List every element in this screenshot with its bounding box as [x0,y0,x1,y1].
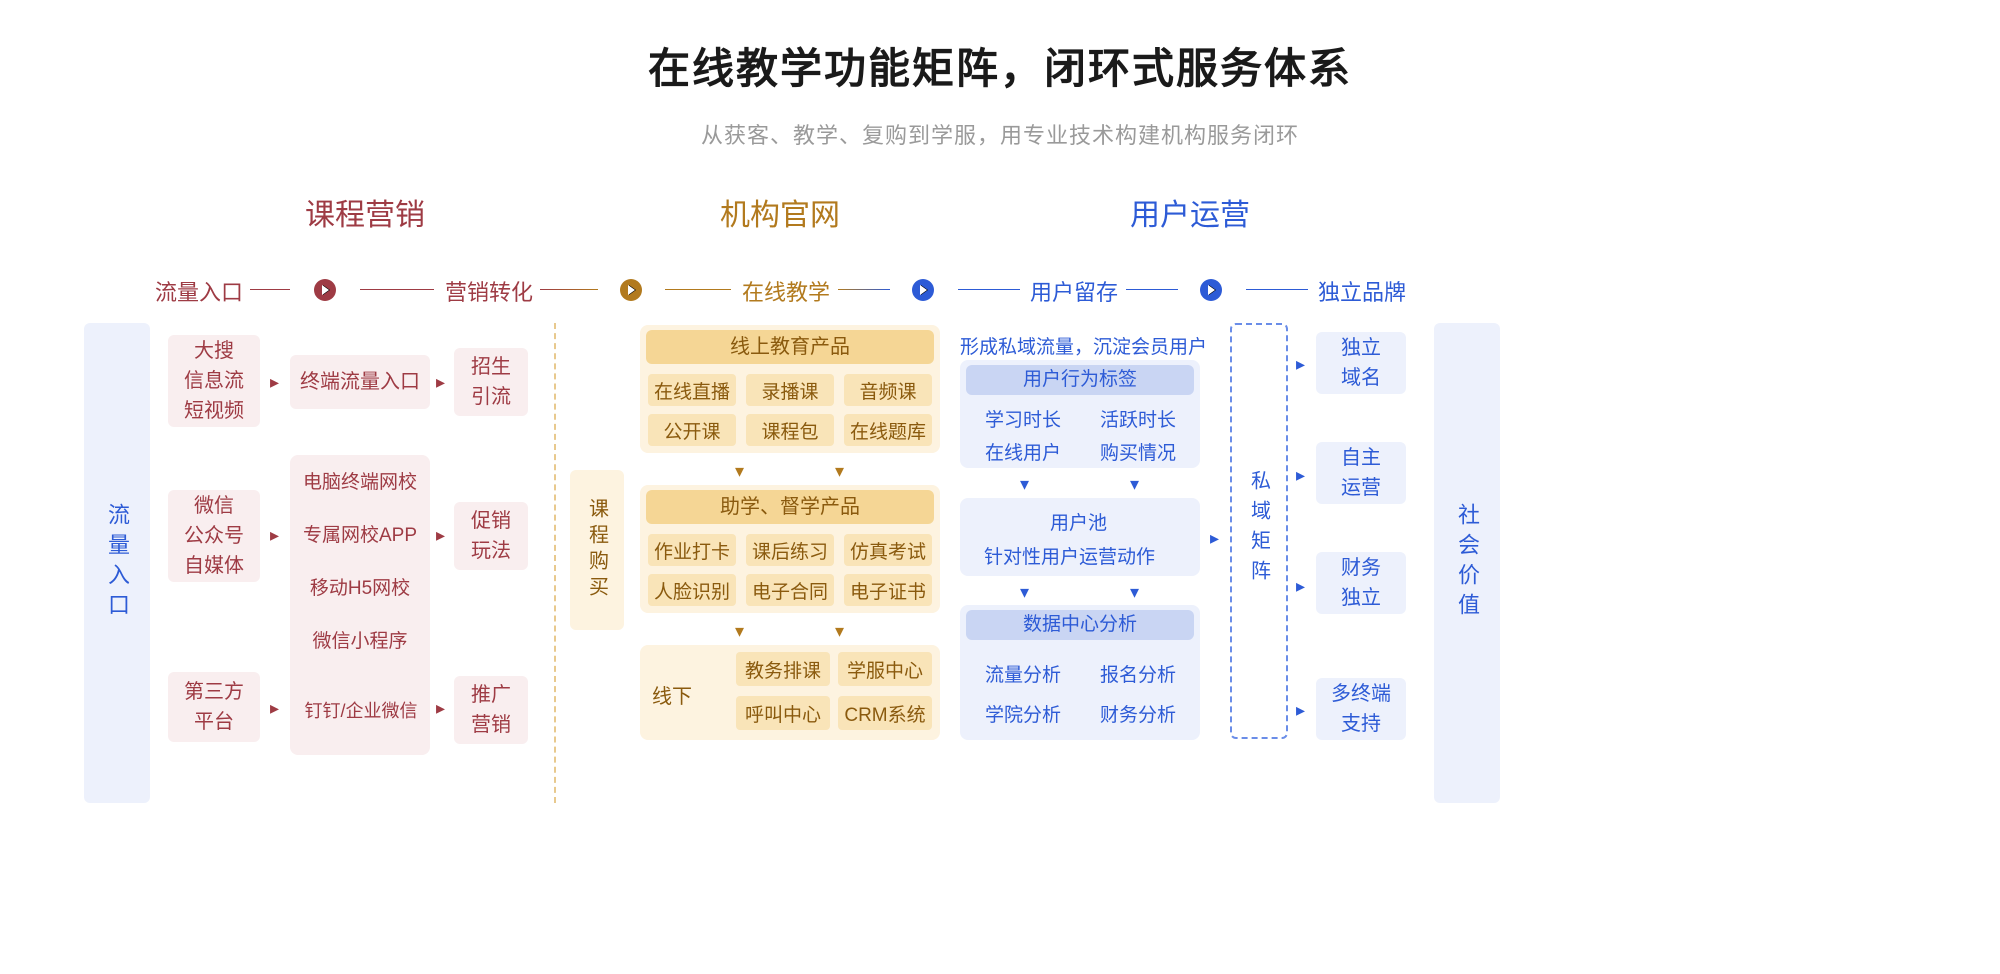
box-zhaosheng: 招生 引流 [454,348,528,416]
teach-tag: CRM系统 [838,696,932,730]
teach-tag: 人脸识别 [648,574,736,606]
pillar-private: 私域矩阵 [1232,430,1286,630]
channel-ding: 钉钉/企业微信 [298,697,424,723]
brand-terminal: 多终端 支持 [1316,678,1406,740]
box-dasou: 大搜 信息流 短视频 [168,335,260,427]
teach-tag: 作业打卡 [648,534,736,566]
teach-tag: 录播课 [746,374,834,406]
teach-tag: 公开课 [648,414,736,446]
user-action: 针对性用户运营动作 [984,542,1155,569]
section-headers: 课程营销 机构官网 用户运营 [0,190,2000,230]
page-subtitle: 从获客、教学、复购到学服，用专业技术构建机构服务闭环 [0,118,2000,150]
arrow-icon: ▸ [1296,465,1305,486]
pillar-label: 课程购买 [583,498,612,602]
line [958,289,1020,290]
teach-tag: 在线直播 [648,374,736,406]
user-txt: 活跃时长 [1100,405,1176,432]
line [665,289,731,290]
pillar-purchase: 课程购买 [570,470,624,630]
arrow-down-icon: ▾ [735,461,744,482]
box-cuxiao: 促销 玩法 [454,502,528,570]
section-website: 机构官网 [720,190,840,234]
brand-domain: 独立 域名 [1316,332,1406,394]
user-txt: 在线用户 [985,438,1061,465]
user-txt: 学院分析 [985,700,1061,727]
arrow-down-icon: ▾ [735,621,744,642]
arrow-down-icon: ▾ [1020,582,1029,603]
brand-finance: 财务 独立 [1316,552,1406,614]
arrow-down-icon: ▾ [1130,582,1139,603]
channel-mini: 微信小程序 [300,626,420,653]
arrow-icon: ▸ [436,372,445,393]
subhead-convert: 营销转化 [445,275,533,307]
teach-tag: 电子证书 [844,574,932,606]
teach-tag: 在线题库 [844,414,932,446]
teach-tag: 学服中心 [838,652,932,686]
arrow-down-icon: ▾ [1020,474,1029,495]
box-terminal: 终端流量入口 [290,355,430,409]
subhead-retain: 用户留存 [1030,275,1118,307]
line [1246,289,1308,290]
header: 在线教学功能矩阵，闭环式服务体系 从获客、教学、复购到学服，用专业技术构建机构服… [0,0,2000,150]
user-txt: 购买情况 [1100,438,1176,465]
arrow-icon: ▸ [270,525,279,546]
arrow-down-icon: ▾ [835,621,844,642]
user-txt: 学习时长 [985,405,1061,432]
user-pool: 用户池 [1050,508,1107,535]
section-marketing: 课程营销 [305,190,425,234]
arrow-icon: ▸ [1210,528,1219,549]
arrow-icon: ▸ [1296,576,1305,597]
arrow-icon: ▸ [1296,700,1305,721]
arrow-icon: ▸ [436,525,445,546]
teach-tag: 课程包 [746,414,834,446]
arrow-down-icon: ▾ [1130,474,1139,495]
arrow-icon: ▸ [1296,354,1305,375]
arrow-icon: ▸ [270,372,279,393]
teach-tag: 呼叫中心 [736,696,830,730]
box-tuiguang: 推广 营销 [454,676,528,744]
user-note: 形成私域流量，沉淀会员用户 [960,332,1207,359]
teach-tag: 仿真考试 [844,534,932,566]
teach-tag: 电子合同 [746,574,834,606]
pillar-label: 流量入口 [101,503,133,623]
teach-g2-title: 助学、督学产品 [646,490,934,524]
user-txt: 报名分析 [1100,660,1176,687]
teach-g3-title: 线下 [652,680,692,709]
arrow-down-icon: ▾ [835,461,844,482]
teach-tag: 音频课 [844,374,932,406]
subheader-row: 流量入口 营销转化 在线教学 用户留存 独立品牌 [0,275,2000,315]
line [838,289,890,290]
line [540,289,598,290]
channel-app: 专属网校APP [300,520,420,547]
section-operation: 用户运营 [1130,190,1250,234]
line [1126,289,1178,290]
page-title: 在线教学功能矩阵，闭环式服务体系 [0,35,2000,96]
teach-tag: 教务排课 [736,652,830,686]
teach-g1-title: 线上教育产品 [646,330,934,364]
divider-dashed [554,323,556,803]
brand-operate: 自主 运营 [1316,442,1406,504]
subhead-teach: 在线教学 [742,275,830,307]
pillar-traffic: 流量入口 [84,323,150,803]
line [360,289,434,290]
channel-pc: 电脑终端网校 [300,467,420,494]
line [250,289,290,290]
user-txt: 流量分析 [985,660,1061,687]
pillar-label: 社会价值 [1451,503,1483,623]
pillar-social: 社会价值 [1434,323,1500,803]
user-txt: 财务分析 [1100,700,1176,727]
arrow-icon: ▸ [270,698,279,719]
arrow-icon: ▸ [436,698,445,719]
subhead-traffic: 流量入口 [155,275,243,307]
teach-tag: 课后练习 [746,534,834,566]
box-wechat: 微信 公众号 自媒体 [168,490,260,582]
subhead-brand: 独立品牌 [1318,275,1406,307]
channel-h5: 移动H5网校 [300,573,420,600]
user-g1-title: 用户行为标签 [966,365,1194,395]
pillar-label: 私域矩阵 [1245,470,1274,590]
box-third: 第三方 平台 [168,672,260,742]
user-g3-title: 数据中心分析 [966,610,1194,640]
